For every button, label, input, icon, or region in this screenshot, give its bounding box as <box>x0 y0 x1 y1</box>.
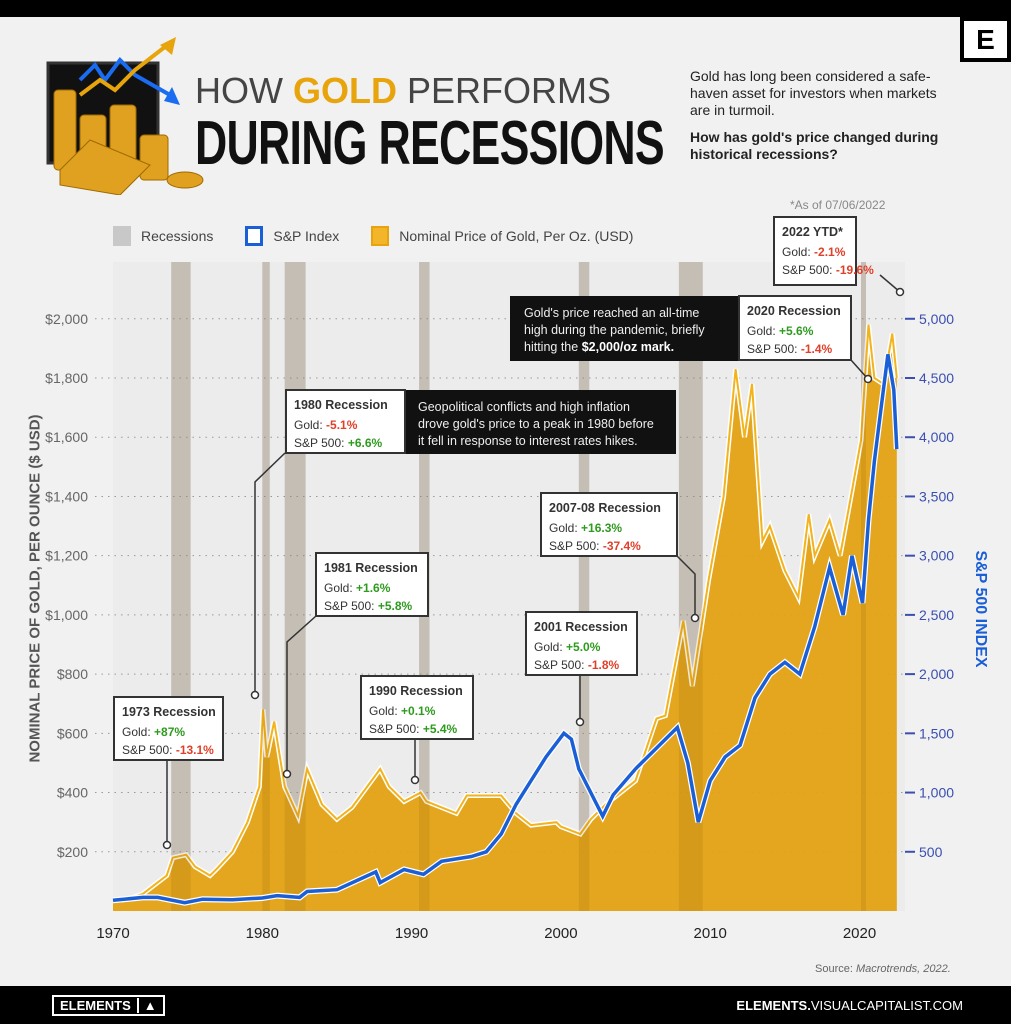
annotation-1981-recession: 1981 Recession Gold: +1.6% S&P 500: +5.8… <box>315 552 429 617</box>
x-tick-label: 2000 <box>544 925 577 942</box>
y-right-tick-label: 1,000 <box>919 785 954 801</box>
y-right-tick-label: 500 <box>919 844 943 860</box>
gold-chart-illustration <box>46 37 204 195</box>
annotation-2001-recession: 2001 Recession Gold: +5.0% S&P 500: -1.8… <box>525 611 638 676</box>
helmet-icon: ▲ <box>136 998 157 1013</box>
note-2020: Gold's price reached an all-time high du… <box>510 296 740 361</box>
annotation-1973-recession: 1973 Recession Gold: +87% S&P 500: -13.1… <box>113 696 224 761</box>
sp500-line <box>112 354 899 905</box>
gold-price-area <box>113 324 897 911</box>
annotation-1990-recession: 1990 Recession Gold: +0.1% S&P 500: +5.4… <box>360 675 474 740</box>
annotation-2022-ytd: 2022 YTD* Gold: -2.1% S&P 500: -19.6% <box>773 216 874 286</box>
title-line-2: DURING RECESSIONS <box>195 109 665 178</box>
y-left-tick-label: $600 <box>57 725 88 741</box>
y-left-tick-label: $1,600 <box>45 429 88 445</box>
x-tick-label: 1990 <box>395 925 428 942</box>
top-bar <box>0 0 1011 17</box>
as-of-date: *As of 07/06/2022 <box>790 198 886 212</box>
y-left-tick-label: $1,000 <box>45 607 88 623</box>
recession-band <box>262 262 270 911</box>
legend-gold: Nominal Price of Gold, Per Oz. (USD) <box>371 226 633 246</box>
connector-2022 <box>879 274 901 293</box>
annotation-2020-recession: 2020 Recession Gold: +5.6% S&P 500: -1.4… <box>738 295 852 361</box>
recession-overlay <box>284 262 306 911</box>
recession-overlay <box>262 262 270 911</box>
y-axis-right-label: S&P 500 INDEX <box>972 550 989 668</box>
intro-question: How has gold's price changed during hist… <box>690 129 939 162</box>
connector-1981 <box>286 615 317 774</box>
annotation-marker <box>863 374 873 384</box>
elements-footer-logo[interactable]: ELEMENTS ▲ <box>52 995 165 1016</box>
sp-swatch <box>245 226 264 246</box>
y-right-tick-label: 2,500 <box>919 607 954 623</box>
y-left-tick-label: $1,200 <box>45 548 88 564</box>
gold-price-line <box>112 324 898 902</box>
intro-text: Gold has long been considered a safe-hav… <box>690 68 950 163</box>
y-left-tick-label: $1,800 <box>45 370 88 386</box>
gold-swatch <box>371 226 390 246</box>
y-right-tick-label: 5,000 <box>919 311 954 327</box>
recession-band <box>578 262 590 911</box>
legend: Recessions S&P Index Nominal Price of Go… <box>113 226 665 246</box>
note-1980: Geopolitical conflicts and high inflatio… <box>404 390 676 454</box>
y-right-tick-label: 3,000 <box>919 548 954 564</box>
y-left-tick-label: $800 <box>57 666 88 682</box>
recession-swatch <box>113 226 131 246</box>
connector-2007 <box>676 555 696 618</box>
y-left-tick-label: $400 <box>57 785 88 801</box>
recession-overlay <box>578 262 590 911</box>
source-note: Source: Macrotrends, 2022. <box>815 963 951 975</box>
y-right-tick-label: 3,500 <box>919 488 954 504</box>
x-tick-label: 2010 <box>694 925 727 942</box>
footer-url[interactable]: ELEMENTS.VISUALCAPITALIST.COM <box>736 998 963 1013</box>
annotation-1980-recession: 1980 Recession Gold: -5.1% S&P 500: +6.6… <box>285 389 406 454</box>
y-right-tick-label: 4,000 <box>919 429 954 445</box>
legend-sp: S&P Index <box>245 226 339 246</box>
annotation-marker <box>895 287 905 297</box>
elements-logo: E <box>960 17 1011 62</box>
annotation-marker <box>690 613 700 623</box>
annotation-marker <box>575 717 585 727</box>
y-left-tick-label: $1,400 <box>45 488 88 504</box>
annotation-marker <box>250 690 260 700</box>
y-right-tick-label: 1,500 <box>919 725 954 741</box>
y-left-tick-label: $200 <box>57 844 88 860</box>
legend-recessions: Recessions <box>113 226 213 246</box>
y-axis-left-label: NOMINAL PRICE OF GOLD, PER OUNCE ($ USD) <box>26 414 44 763</box>
title-line-1: HOW GOLD PERFORMS <box>195 70 611 111</box>
recession-overlay <box>171 262 191 911</box>
annotation-marker <box>162 840 172 850</box>
footer: ELEMENTS ▲ ELEMENTS.VISUALCAPITALIST.COM <box>0 986 1011 1024</box>
annotation-2007-08-recession: 2007-08 Recession Gold: +16.3% S&P 500: … <box>540 492 678 557</box>
annotation-marker <box>410 775 420 785</box>
y-left-tick-label: $2,000 <box>45 311 88 327</box>
x-tick-label: 1970 <box>96 925 129 942</box>
annotation-marker <box>282 769 292 779</box>
y-right-tick-label: 4,500 <box>919 370 954 386</box>
connector-1980 <box>254 452 286 695</box>
x-tick-label: 1980 <box>246 925 279 942</box>
y-right-tick-label: 2,000 <box>919 666 954 682</box>
x-tick-label: 2020 <box>843 925 876 942</box>
